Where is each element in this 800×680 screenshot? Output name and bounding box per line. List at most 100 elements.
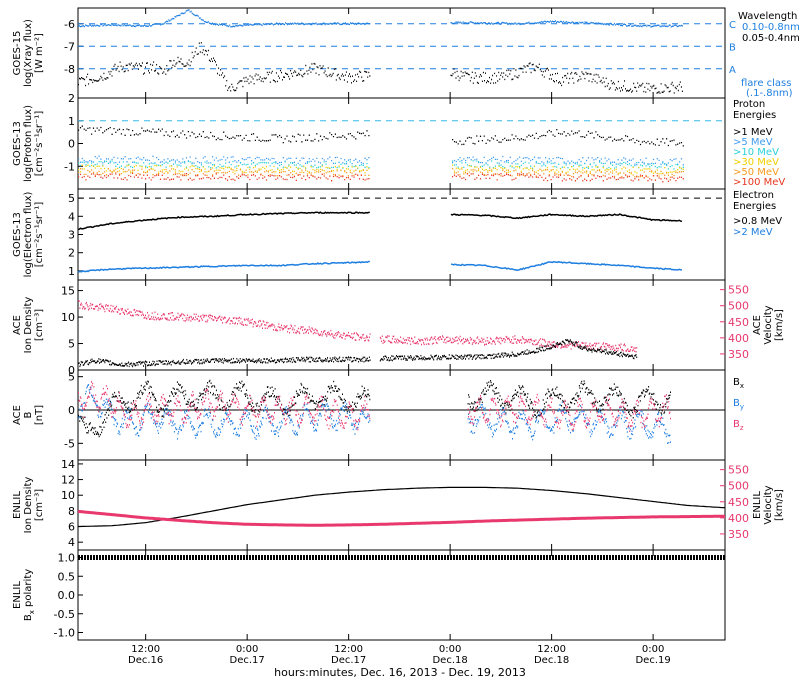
enlil-velocity-label: ENLIL <box>752 491 763 519</box>
x-tick-label-time: 12:00 <box>334 644 363 655</box>
proton-legend-item: >30 MeV <box>733 157 779 168</box>
flare-level-label: C <box>729 20 736 31</box>
flare-class-note: flare class <box>741 78 791 89</box>
y2-tick-label: 400 <box>728 512 749 525</box>
x-tick-label-date: Dec.19 <box>635 655 670 666</box>
enlil-velocity-series <box>77 509 725 527</box>
electron-series-0 <box>77 211 683 231</box>
x-tick-label-time: 0:00 <box>642 644 664 655</box>
y-axis-label: log(Electron flux) <box>23 192 34 278</box>
y-axis-label: B <box>23 411 34 418</box>
proton-legend-title: Energies <box>733 110 776 121</box>
xray-series-1 <box>78 42 683 94</box>
ace-velocity-label: Velocity <box>763 305 774 344</box>
ace-ion-density-series <box>78 339 638 368</box>
proton-series-4 <box>78 168 684 178</box>
y-tick-label: 5 <box>68 192 75 205</box>
y-tick-label: -0.5 <box>54 608 75 621</box>
y-axis-label: [cm⁻³] <box>34 489 45 521</box>
y-axis-label: ENLIL <box>12 491 23 519</box>
ace-b-legend-item: Bz <box>733 419 744 432</box>
y-axis-label: [cm⁻²s⁻¹sr⁻¹] <box>34 111 45 177</box>
x-tick-label-time: 12:00 <box>131 644 160 655</box>
x-tick-label-date: Dec.16 <box>128 655 163 666</box>
electron-series-1 <box>77 260 683 273</box>
y-tick-label: 0 <box>68 364 75 377</box>
panel-frames <box>77 7 726 641</box>
ace-b-series-1 <box>78 383 671 445</box>
panel-frame-proton <box>77 97 726 190</box>
y-tick-label: 2 <box>68 92 75 105</box>
x-tick-label-date: Dec.18 <box>432 655 467 666</box>
y-tick-label: 4 <box>68 210 75 223</box>
x-tick-label-time: 0:00 <box>236 644 258 655</box>
flare-class-note: (.1-.8nm) <box>746 88 793 99</box>
y-axis-label: [cm⁻²s⁻¹sr⁻¹] <box>34 202 45 268</box>
ace-b-legend-item: By <box>733 398 744 411</box>
enlil-polarity-label-c: polarity <box>23 569 34 610</box>
y2-tick-label: 500 <box>728 480 749 493</box>
y-tick-label: -6 <box>64 18 75 31</box>
y-tick-label: 14 <box>61 458 75 471</box>
y-axis-label: log(Proton flux) <box>23 105 34 182</box>
proton-series-0 <box>78 125 684 147</box>
y-tick-label: 8 <box>68 505 75 518</box>
y-tick-label: 1.0 <box>58 552 76 565</box>
x-tick-label-date: Dec.18 <box>534 655 569 666</box>
proton-legend-title: Proton <box>733 99 765 110</box>
proton-legend-item: >10 MeV <box>733 147 779 158</box>
y-axis-label: GOES-13 <box>12 121 23 166</box>
y2-tick-label: 500 <box>728 300 749 313</box>
flare-level-label: B <box>729 42 736 53</box>
ace-velocity-label: [km/s] <box>774 309 785 341</box>
y-tick-label: -5 <box>64 437 75 450</box>
y-tick-label: 10 <box>61 489 75 502</box>
enlil-velocity-label: Velocity <box>763 485 774 524</box>
xray-series-0 <box>78 9 683 28</box>
xray-legend-title: Wavelength <box>738 11 797 22</box>
panel-frame-xray <box>77 7 726 99</box>
y-tick-label: -1.0 <box>54 627 75 640</box>
y-tick-label: 5 <box>68 371 75 384</box>
y-tick-label: 5 <box>68 338 75 351</box>
y-tick-label: 12 <box>61 474 75 487</box>
ace-b-legend-sub: z <box>740 424 744 432</box>
panel-frame-ace_b <box>77 369 726 461</box>
ace-velocity-label: ACE <box>752 315 763 335</box>
proton-series-5 <box>78 172 684 183</box>
x-axis-title: hours:minutes, Dec. 16, 2013 - Dec. 19, … <box>274 666 526 679</box>
proton-legend-item: >50 MeV <box>733 167 779 178</box>
proton-series-1 <box>78 155 684 166</box>
y-tick-label: -8 <box>64 63 75 76</box>
x-tick-label-time: 0:00 <box>439 644 461 655</box>
enlil-polarity-label: Bx polarity <box>23 569 36 621</box>
y2-tick-label: 450 <box>728 496 749 509</box>
xray-legend-item: 0.10-0.8nm <box>742 22 800 33</box>
y-tick-label: 4 <box>68 536 75 549</box>
electron-legend-title: Energies <box>733 201 776 212</box>
y-tick-label: 2 <box>68 247 75 260</box>
proton-legend-item: >5 MeV <box>733 137 773 148</box>
y-tick-label: 0.0 <box>58 589 76 602</box>
electron-legend-title: Electron <box>733 190 774 201</box>
y2-tick-label: 450 <box>728 316 749 329</box>
y-tick-label: 0 <box>68 404 75 417</box>
ace-b-series-2 <box>78 381 671 433</box>
y-tick-label: 1 <box>68 265 75 278</box>
proton-legend-item: >1 MeV <box>733 127 773 138</box>
y-tick-label: 0 <box>68 138 75 151</box>
ace-b-legend-sub: y <box>740 403 744 411</box>
y-axis-label: GOES-13 <box>12 212 23 257</box>
y-tick-label: 0.5 <box>58 570 76 583</box>
data-marks <box>77 9 726 560</box>
y2-tick-label: 550 <box>728 284 749 297</box>
enlil-ion-density-series <box>78 486 726 528</box>
y-axis-label: ACE <box>12 405 23 425</box>
y-tick-label: 3 <box>68 229 75 242</box>
electron-legend-item: >2 MeV <box>733 227 773 238</box>
y-tick-label: 15 <box>61 285 75 298</box>
y-axis-label: log(Xray flux) <box>23 19 34 87</box>
y-axis-label: [nT] <box>34 405 45 425</box>
proton-legend-item: >100 MeV <box>733 177 785 188</box>
x-tick-label-date: Dec.17 <box>230 655 265 666</box>
